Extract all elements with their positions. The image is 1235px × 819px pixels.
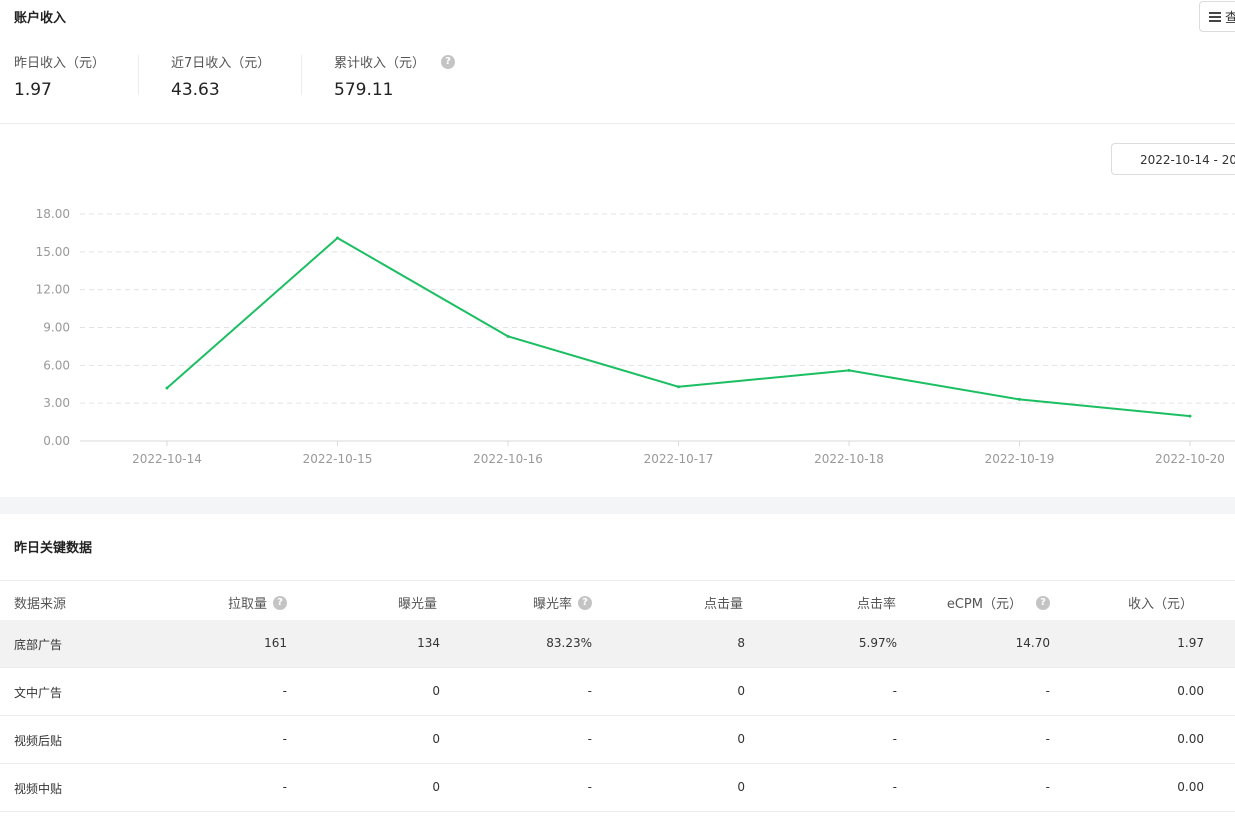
cell-pull: - [282,780,287,794]
col-exposure-rate-label: 曝光率 [532,597,572,612]
data-point [847,368,851,372]
table-row: 视频中贴 - 0 - 0 - - 0.00 [0,764,1235,812]
cell-income: 0.00 [1177,732,1204,746]
cell-source: 视频中贴 [14,782,63,796]
cell-ctr: - [892,732,897,746]
stat-divider [301,55,302,95]
col-clicks: 点击量 [704,593,743,612]
x-tick-label: 2022-10-14 [132,452,202,466]
menu-icon [1209,11,1221,22]
y-tick-label: 0.00 [43,434,70,448]
data-point [165,386,169,390]
table-header: 数据来源 拉取量? 曝光量 曝光率? 点击量 点击率 eCPM（元）? 收入（元… [0,580,1235,620]
col-pull: 拉取量? [228,593,287,612]
cell-clicks: 8 [737,636,745,650]
stat-yesterday-value: 1.97 [14,80,52,100]
cell-exposure: 0 [432,732,440,746]
data-point [1018,397,1021,401]
help-icon[interactable]: ? [578,595,592,610]
cell-exposure: 0 [432,780,440,794]
cell-exposure: 0 [432,684,440,698]
help-icon[interactable]: ? [1036,595,1050,610]
table-row: 视频后贴 - 0 - 0 - - 0.00 [0,716,1235,764]
section-gap [0,497,1235,514]
col-ecpm: eCPM（元）? [947,593,1050,612]
data-point [677,385,680,389]
help-icon[interactable]: ? [441,54,456,69]
cell-pull: - [282,684,287,698]
cell-exposure-rate: - [587,780,592,794]
cell-ctr: - [892,780,897,794]
help-icon[interactable]: ? [273,595,287,610]
x-tick-label: 2022-10-17 [644,452,714,466]
stat-yesterday: 昨日收入（元） 1.97 [14,52,105,100]
cell-clicks: 0 [737,684,745,698]
cell-ctr: 5.97% [858,636,897,650]
col-source: 数据来源 [14,593,66,612]
income-line-chart: 0.00 3.00 6.00 9.00 12.00 15.00 18.00 2022-10-1… [36,207,1235,466]
y-tick-label: 18.00 [36,207,70,221]
cell-source: 文中广告 [14,686,63,700]
account-income-title: 账户收入 [14,11,67,26]
cell-ctr: - [892,684,897,698]
cell-clicks: 0 [737,732,745,746]
stat-divider [138,55,139,95]
y-tick-label: 9.00 [43,321,70,335]
table-row: 底部广告 161 134 83.23% 8 5.97% 14.70 1.97 [0,620,1235,668]
cell-income: 1.97 [1177,636,1204,650]
stat-7days-label: 近7日收入（元） [171,56,271,71]
cell-pull: 161 [264,636,287,650]
data-point [1188,414,1192,418]
col-exposure-rate: 曝光率? [533,593,592,612]
y-tick-label: 15.00 [36,245,70,259]
section-divider [0,123,1235,124]
cell-ecpm: 14.70 [1015,636,1050,650]
col-clicks-label: 点击量 [703,597,743,612]
col-source-label: 数据来源 [14,597,67,612]
cell-ecpm: - [1045,732,1050,746]
cell-exposure-rate: 83.23% [546,636,592,650]
data-point [336,236,339,240]
col-ctr: 点击率 [857,593,896,612]
stat-yesterday-label: 昨日收入（元） [14,56,106,71]
view-menu-button[interactable]: 查看 [1199,1,1235,32]
col-pull-label: 拉取量 [227,597,267,612]
y-tick-label: 6.00 [43,358,70,372]
stat-7days: 近7日收入（元） 43.63 [171,52,270,100]
x-tick-label: 2022-10-19 [985,452,1055,466]
stat-total-value: 579.11 [334,80,394,100]
col-exposure-label: 曝光量 [397,597,437,612]
col-income-label: 收入（元） [1127,597,1193,612]
col-exposure: 曝光量 [398,593,437,612]
x-tick-label: 2022-10-18 [814,452,884,466]
x-tick-label: 2022-10-16 [473,452,543,466]
stat-7days-value: 43.63 [171,80,220,100]
cell-source: 视频后贴 [14,734,63,748]
table-row: 文中广告 - 0 - 0 - - 0.00 [0,668,1235,716]
x-tick-label: 2022-10-20 [1155,452,1225,466]
cell-exposure-rate: - [587,732,592,746]
cell-ecpm: - [1045,684,1050,698]
cell-exposure: 134 [417,636,440,650]
data-point [506,334,510,338]
cell-income: 0.00 [1177,684,1204,698]
cell-ecpm: - [1045,780,1050,794]
cell-income: 0.00 [1177,780,1204,794]
cell-pull: - [282,732,287,746]
y-tick-label: 12.00 [36,283,70,297]
col-ctr-label: 点击率 [856,597,896,612]
col-income: 收入（元） [1128,593,1193,612]
key-data-title: 昨日关键数据 [14,541,93,556]
stat-total: 累计收入（元）? 579.11 [334,52,456,100]
y-tick-label: 3.00 [43,396,70,410]
stat-total-label: 累计收入（元） [334,56,426,71]
view-menu-label: 查看 [1225,11,1235,26]
cell-source: 底部广告 [14,638,63,652]
cell-exposure-rate: - [587,684,592,698]
cell-clicks: 0 [737,780,745,794]
col-ecpm-label: eCPM（元） [946,597,1022,612]
x-tick-label: 2022-10-15 [303,452,373,466]
date-range-picker[interactable]: 2022-10-14 - 2022-10-20 [1111,143,1235,175]
